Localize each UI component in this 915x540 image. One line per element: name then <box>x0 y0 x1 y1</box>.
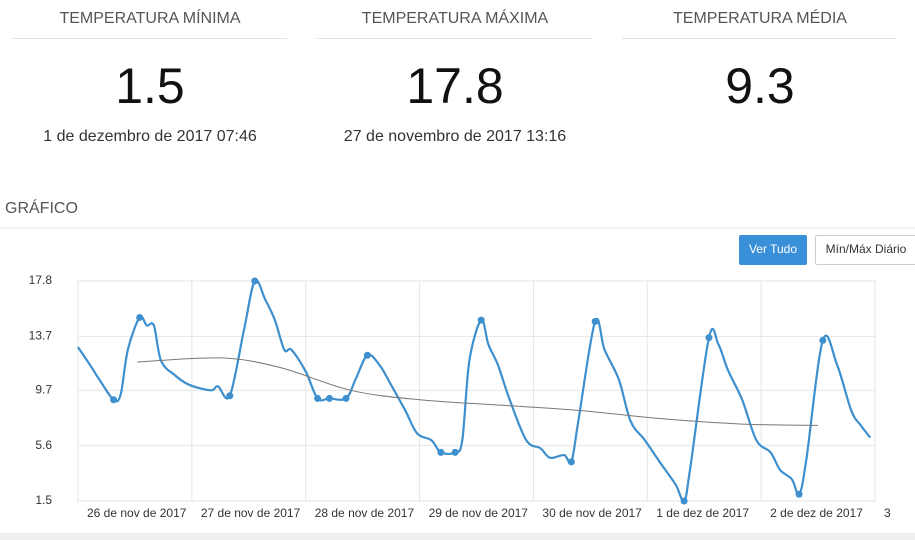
x-tick-label: 28 de nov de 2017 <box>315 506 415 520</box>
point-marker <box>591 317 599 325</box>
y-tick-label: 9.7 <box>35 382 52 396</box>
point-marker <box>795 490 803 498</box>
section-title: GRÁFICO <box>5 198 78 217</box>
y-tick-label: 13.7 <box>29 329 53 343</box>
footer-strip <box>0 533 915 540</box>
button-bg[interactable] <box>739 235 807 265</box>
stat-label: TEMPERATURA MÁXIMA <box>362 8 549 27</box>
stat-time: 27 de novembro de 2017 13:16 <box>344 128 567 145</box>
point-marker <box>363 351 371 359</box>
stat-value: 1.5 <box>115 58 185 114</box>
line <box>137 357 819 426</box>
point-marker <box>451 448 459 456</box>
button[interactable]: Mín/Máx Diário <box>826 242 907 256</box>
y-tick-label: 17.8 <box>29 273 53 287</box>
point-marker <box>136 313 144 321</box>
point-marker <box>314 394 322 402</box>
stat-value: 17.8 <box>406 58 503 114</box>
stat-time: 1 de dezembro de 2017 07:46 <box>43 128 257 145</box>
stat-label: TEMPERATURA MÍNIMA <box>59 8 240 27</box>
point-marker <box>251 277 259 285</box>
point-marker <box>342 394 350 402</box>
y-tick-label: 1.5 <box>35 493 52 507</box>
x-tick-label: 29 de nov de 2017 <box>429 506 529 520</box>
point-marker <box>325 394 333 402</box>
point-marker <box>226 392 234 400</box>
point-marker <box>567 458 575 466</box>
button-bg[interactable] <box>815 235 915 265</box>
plot-frame <box>77 280 876 502</box>
point-marker <box>437 448 445 456</box>
x-tick-label: 3 <box>884 506 891 520</box>
y-tick-label: 5.6 <box>35 438 52 452</box>
stat-label: TEMPERATURA MÉDIA <box>673 8 847 27</box>
button[interactable]: Ver Tudo <box>749 242 797 256</box>
x-tick-label: 26 de nov de 2017 <box>87 506 187 520</box>
point-marker <box>819 336 827 344</box>
line <box>77 279 872 503</box>
x-tick-label: 27 de nov de 2017 <box>201 506 301 520</box>
point-marker <box>110 396 118 404</box>
stat-value: 9.3 <box>725 58 795 114</box>
x-tick-label: 30 de nov de 2017 <box>542 506 642 520</box>
point-marker <box>705 334 713 342</box>
point-marker <box>477 316 485 324</box>
x-tick-label: 1 de dez de 2017 <box>656 506 749 520</box>
x-tick-label: 2 de dez de 2017 <box>770 506 863 520</box>
point-marker <box>680 497 688 505</box>
